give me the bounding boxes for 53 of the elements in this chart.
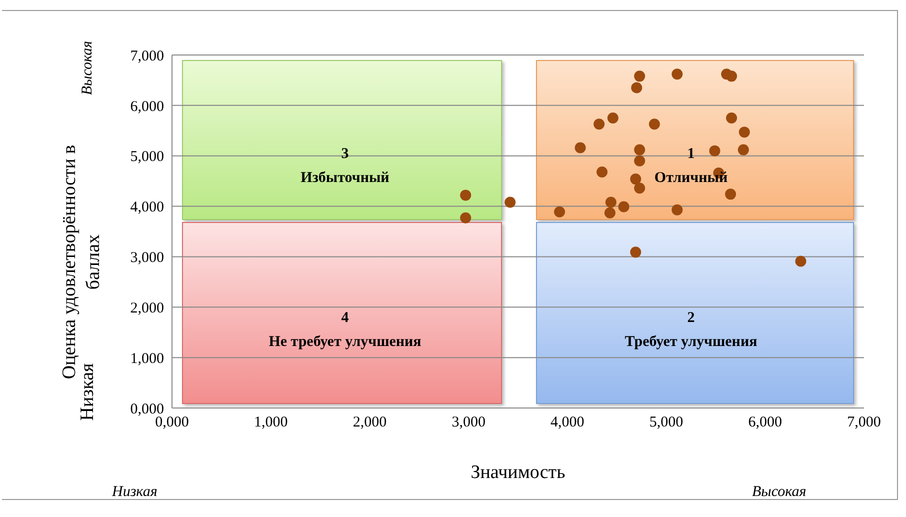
point bbox=[596, 166, 608, 178]
point bbox=[648, 118, 660, 130]
point bbox=[604, 207, 616, 218]
y-tick-label: 0,000 bbox=[130, 401, 164, 418]
point bbox=[460, 190, 472, 201]
y-tick-label: 6,000 bbox=[130, 98, 164, 115]
point bbox=[725, 188, 736, 200]
annotation: 1 Отличный bbox=[653, 144, 729, 188]
annotation: 3 Избыточный bbox=[300, 144, 390, 188]
point bbox=[738, 126, 750, 138]
annotation: 2 Требует улучшения bbox=[624, 308, 758, 352]
point bbox=[630, 174, 642, 185]
point bbox=[554, 206, 566, 218]
point bbox=[634, 182, 646, 194]
x-tick-label: 1,000 bbox=[254, 414, 288, 431]
point bbox=[630, 246, 642, 258]
y-tick-label: 5,000 bbox=[130, 149, 164, 166]
x-tick-label: 5,000 bbox=[649, 414, 684, 431]
x-tick-label: 6,000 bbox=[748, 414, 782, 431]
point bbox=[618, 201, 630, 212]
x-tick-label: 4,000 bbox=[550, 414, 584, 431]
point bbox=[634, 144, 646, 156]
text: Высокая bbox=[752, 484, 806, 501]
y-tick-label: 4,000 bbox=[130, 200, 164, 216]
annotation: 4 Не требует улучшения bbox=[268, 308, 422, 352]
point bbox=[607, 112, 618, 124]
text: Низкая bbox=[112, 484, 158, 501]
x-tick-label: 3,000 bbox=[452, 414, 486, 431]
y-tick-label: 2,000 bbox=[130, 300, 164, 316]
point bbox=[738, 144, 749, 156]
y-tick-label: 1,000 bbox=[130, 350, 164, 367]
point bbox=[726, 70, 738, 82]
point bbox=[634, 70, 646, 82]
point bbox=[631, 82, 642, 94]
point bbox=[672, 68, 683, 80]
text: Низкая bbox=[77, 363, 99, 421]
point bbox=[795, 256, 806, 267]
x-tick-label: 7,000 bbox=[847, 414, 881, 431]
point bbox=[709, 145, 720, 156]
point bbox=[574, 142, 586, 154]
text: Высокая bbox=[80, 40, 96, 96]
y-tick-label: 3,000 bbox=[130, 250, 164, 266]
point bbox=[594, 118, 605, 130]
y-tick-label: 7,000 bbox=[130, 48, 164, 64]
point bbox=[672, 204, 683, 216]
point bbox=[634, 155, 646, 166]
point bbox=[460, 212, 472, 224]
point bbox=[605, 196, 616, 208]
x-axis-title: Значимость bbox=[470, 462, 566, 484]
x-tick-label: 0,000 bbox=[155, 414, 189, 431]
point bbox=[504, 196, 516, 208]
point bbox=[726, 112, 738, 124]
x-tick-label: 2,000 bbox=[352, 414, 387, 431]
